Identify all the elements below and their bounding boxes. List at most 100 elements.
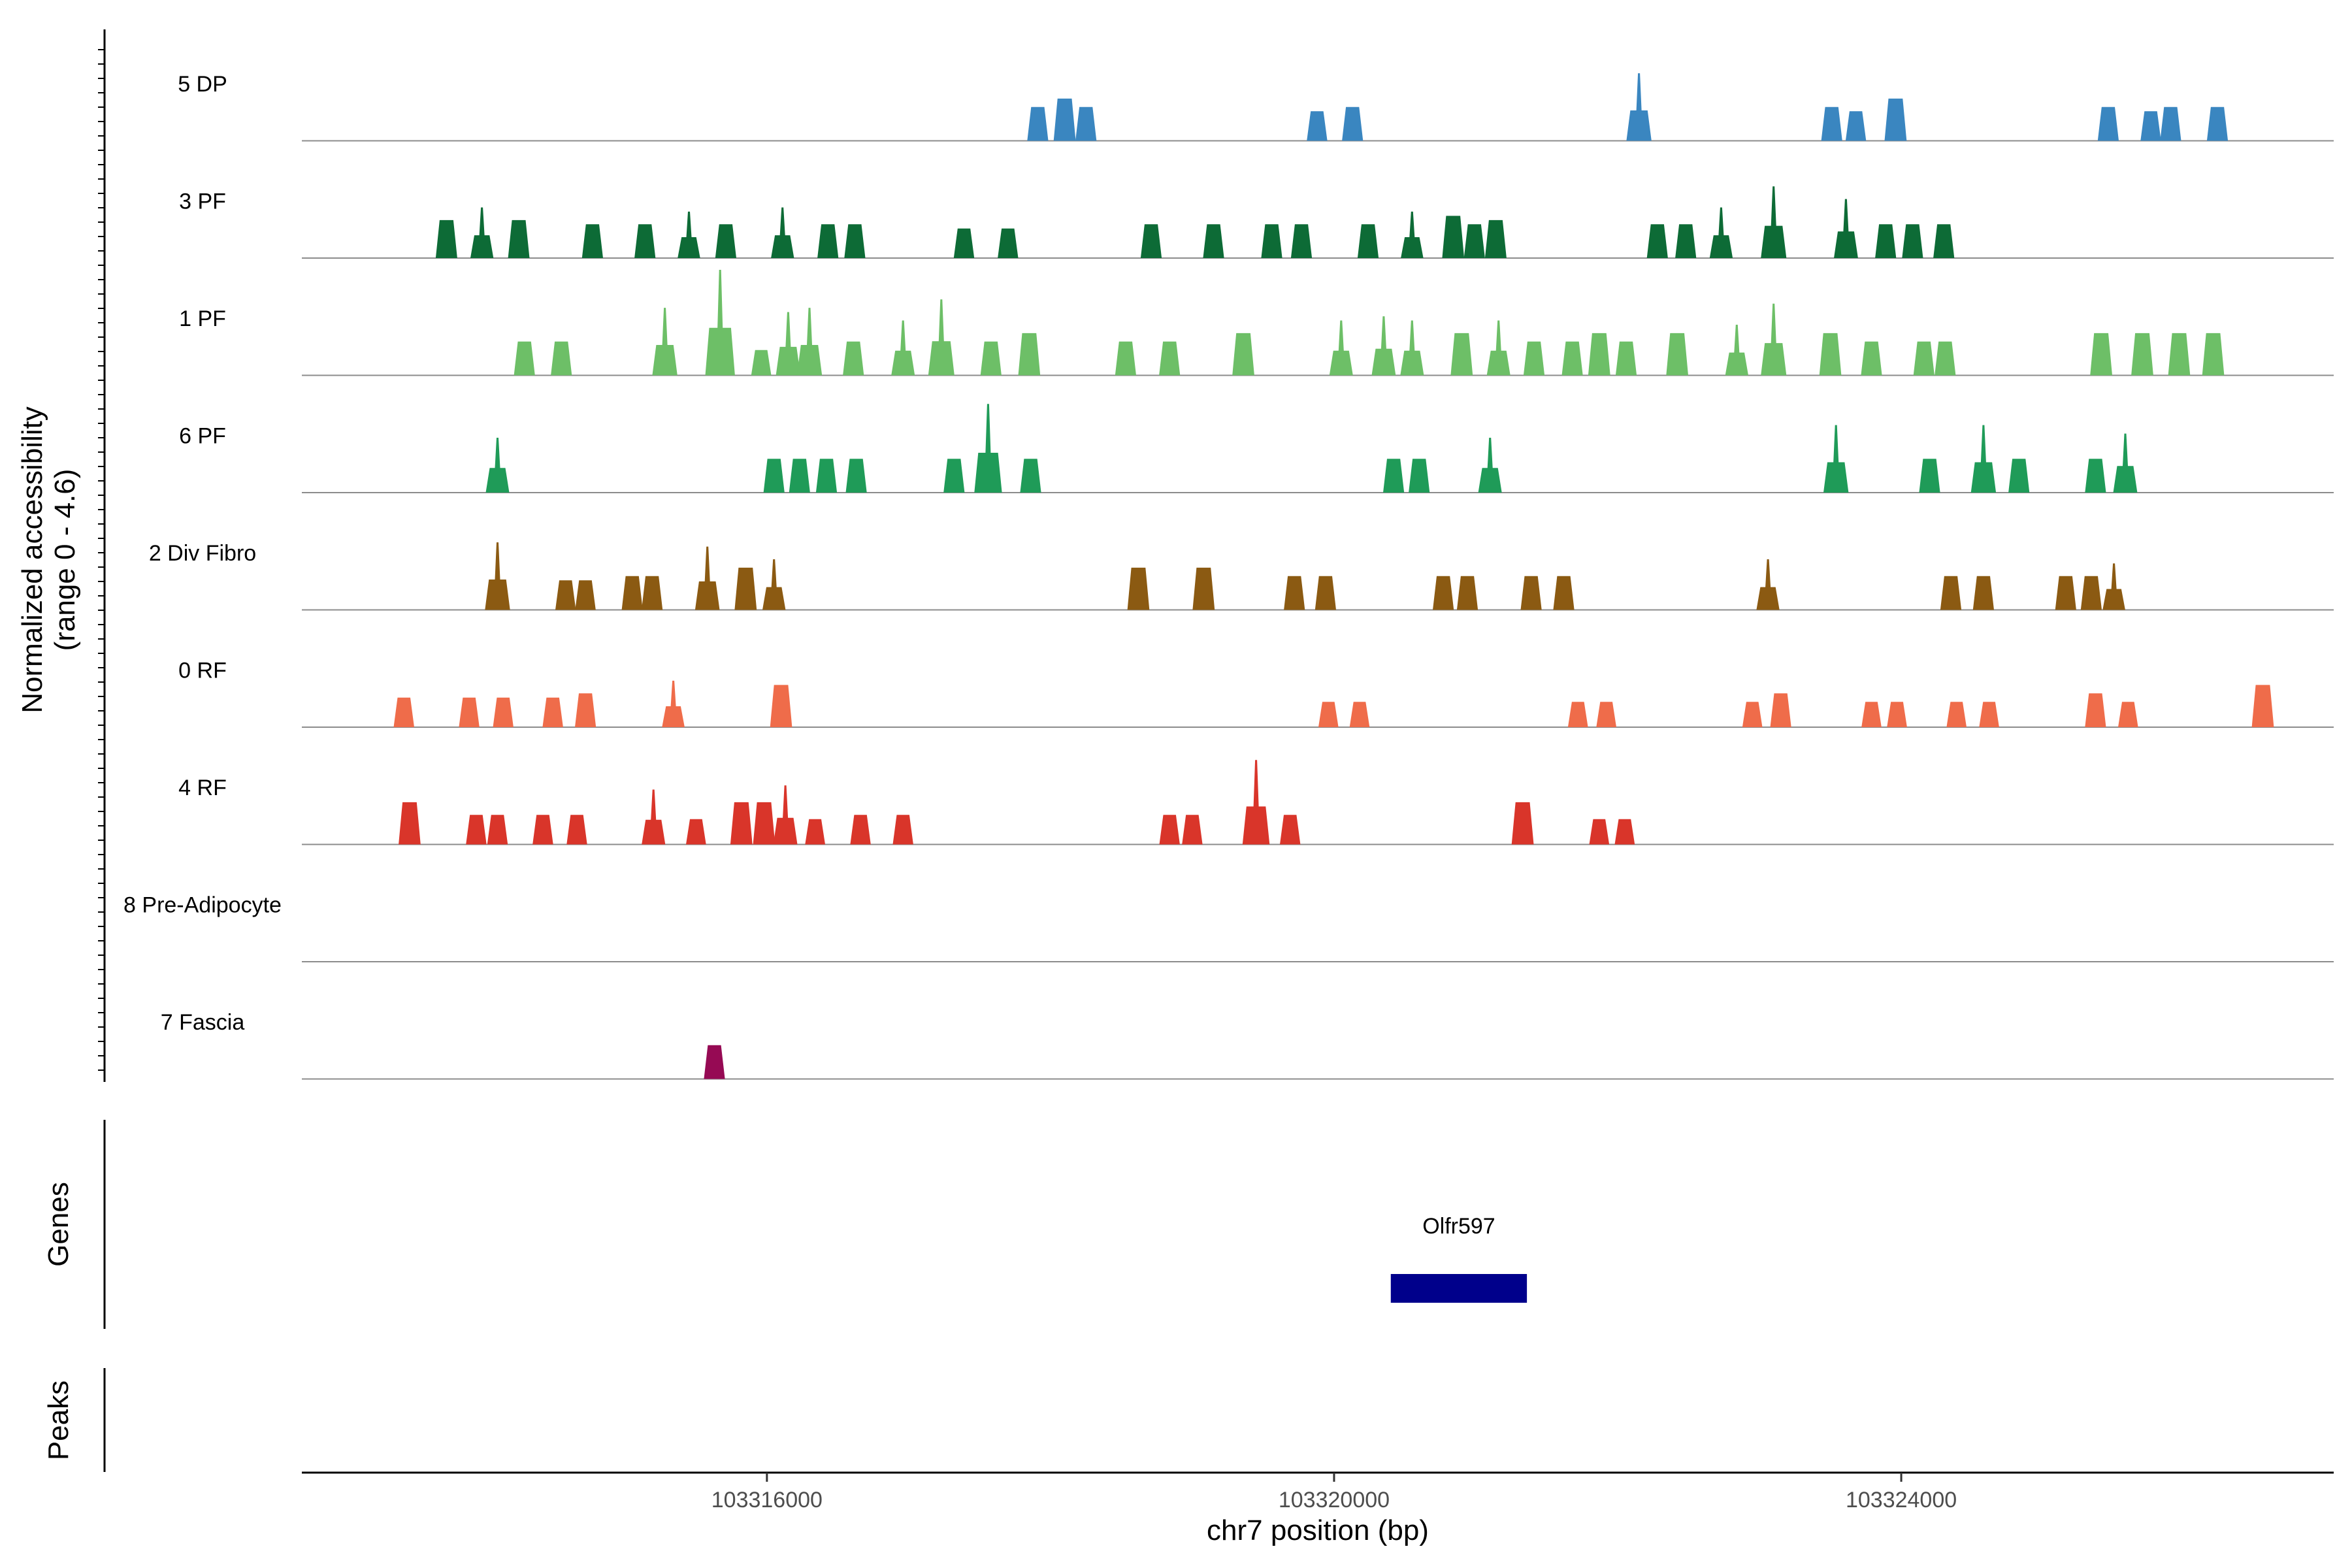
peak	[998, 228, 1019, 258]
peak	[980, 341, 1002, 376]
peak	[1845, 111, 1867, 141]
peak	[2202, 333, 2225, 376]
peak	[1075, 106, 1097, 141]
peak	[508, 220, 530, 258]
peak	[542, 697, 563, 727]
peak	[1433, 576, 1454, 610]
peak	[1232, 333, 1254, 376]
genes-panel-title: Genes	[42, 1182, 74, 1267]
peak	[1666, 333, 1688, 376]
x-tick-label: 103324000	[1846, 1488, 1957, 1512]
gene-annotations: Olfr597	[1390, 1214, 1527, 1303]
peak	[1742, 702, 1763, 727]
peak	[844, 224, 866, 258]
peak	[1861, 341, 1882, 376]
track-label: 8 Pre-Adipocyte	[123, 892, 282, 917]
peak	[2206, 106, 2229, 141]
peak	[796, 308, 823, 376]
x-tick-label: 103320000	[1279, 1488, 1390, 1512]
coverage-y-axis-title: Normalized accessibility	[16, 406, 48, 713]
peak	[762, 559, 786, 610]
peak	[817, 224, 839, 258]
peak	[485, 542, 510, 610]
peak	[435, 220, 457, 258]
peak	[771, 207, 794, 258]
peak	[1979, 702, 1999, 727]
peak	[1242, 760, 1270, 845]
peak	[891, 320, 915, 376]
peak	[2097, 106, 2119, 141]
gene-olfr597: Olfr597	[1390, 1214, 1527, 1303]
gene-label: Olfr597	[1422, 1214, 1495, 1239]
peak	[1861, 702, 1882, 727]
peak	[1357, 224, 1379, 258]
peak	[776, 312, 801, 376]
peak	[1725, 325, 1748, 376]
peak	[1307, 111, 1328, 141]
peak	[763, 459, 785, 493]
peak	[470, 207, 494, 258]
peak	[1478, 438, 1502, 493]
track-4-rf: 4 RF	[178, 760, 2334, 845]
peak	[1823, 425, 1849, 493]
peak	[1821, 106, 1842, 141]
peak	[1450, 333, 1473, 376]
peak	[1520, 576, 1542, 610]
peak	[1646, 224, 1668, 258]
x-tick-label: 103316000	[711, 1488, 823, 1512]
peak	[399, 802, 421, 845]
track-label: 7 Fascia	[161, 1010, 245, 1035]
peak	[1675, 224, 1697, 258]
peak	[1284, 576, 1305, 610]
peak	[2008, 459, 2030, 493]
coverage-tracks: 5 DP 3 PF 1 PF 6 PF 2 Div Fibro 0 RF 4 RF 8 Pre…	[123, 72, 2334, 1080]
peak	[1761, 186, 1787, 258]
peak	[1887, 702, 1907, 727]
peak	[773, 785, 798, 845]
peak	[1400, 320, 1424, 376]
peak	[485, 438, 510, 493]
peak	[2118, 702, 2138, 727]
peak	[1401, 211, 1424, 258]
peak	[1940, 576, 1962, 610]
peak	[1567, 702, 1588, 727]
peak	[634, 224, 656, 258]
track-label: 3 PF	[179, 189, 226, 214]
peak	[652, 308, 678, 376]
peak	[1127, 567, 1150, 610]
peak	[1972, 576, 1994, 610]
track-0-rf: 0 RF	[178, 658, 2334, 728]
track-label: 2 Div Fibro	[149, 541, 256, 566]
peak	[1342, 106, 1364, 141]
track-5-dp: 5 DP	[178, 72, 2334, 142]
gene-body	[1390, 1274, 1527, 1303]
peak	[734, 567, 757, 610]
peak	[1182, 815, 1203, 845]
peak	[1140, 224, 1162, 258]
peak	[2140, 111, 2161, 141]
track-6-pf: 6 PF	[179, 404, 2334, 493]
peak	[843, 341, 864, 376]
peak	[845, 459, 867, 493]
peak	[1561, 341, 1583, 376]
peak	[1192, 567, 1215, 610]
peak	[1371, 316, 1396, 376]
peak	[1159, 815, 1180, 845]
peak	[1615, 341, 1637, 376]
peak	[514, 341, 535, 376]
peak	[715, 224, 736, 258]
peak	[753, 802, 776, 845]
peak	[1875, 224, 1897, 258]
peak	[2113, 433, 2138, 493]
peak	[2131, 333, 2153, 376]
peak	[1902, 224, 1923, 258]
track-2-div-fibro: 2 Div Fibro	[149, 541, 2334, 611]
peak	[1589, 819, 1610, 845]
peak	[730, 802, 753, 845]
peak	[1020, 459, 1041, 493]
track-label: 5 DP	[178, 72, 227, 97]
peak	[789, 459, 810, 493]
peak	[705, 270, 735, 376]
peak	[532, 815, 553, 845]
peak	[1919, 459, 1940, 493]
